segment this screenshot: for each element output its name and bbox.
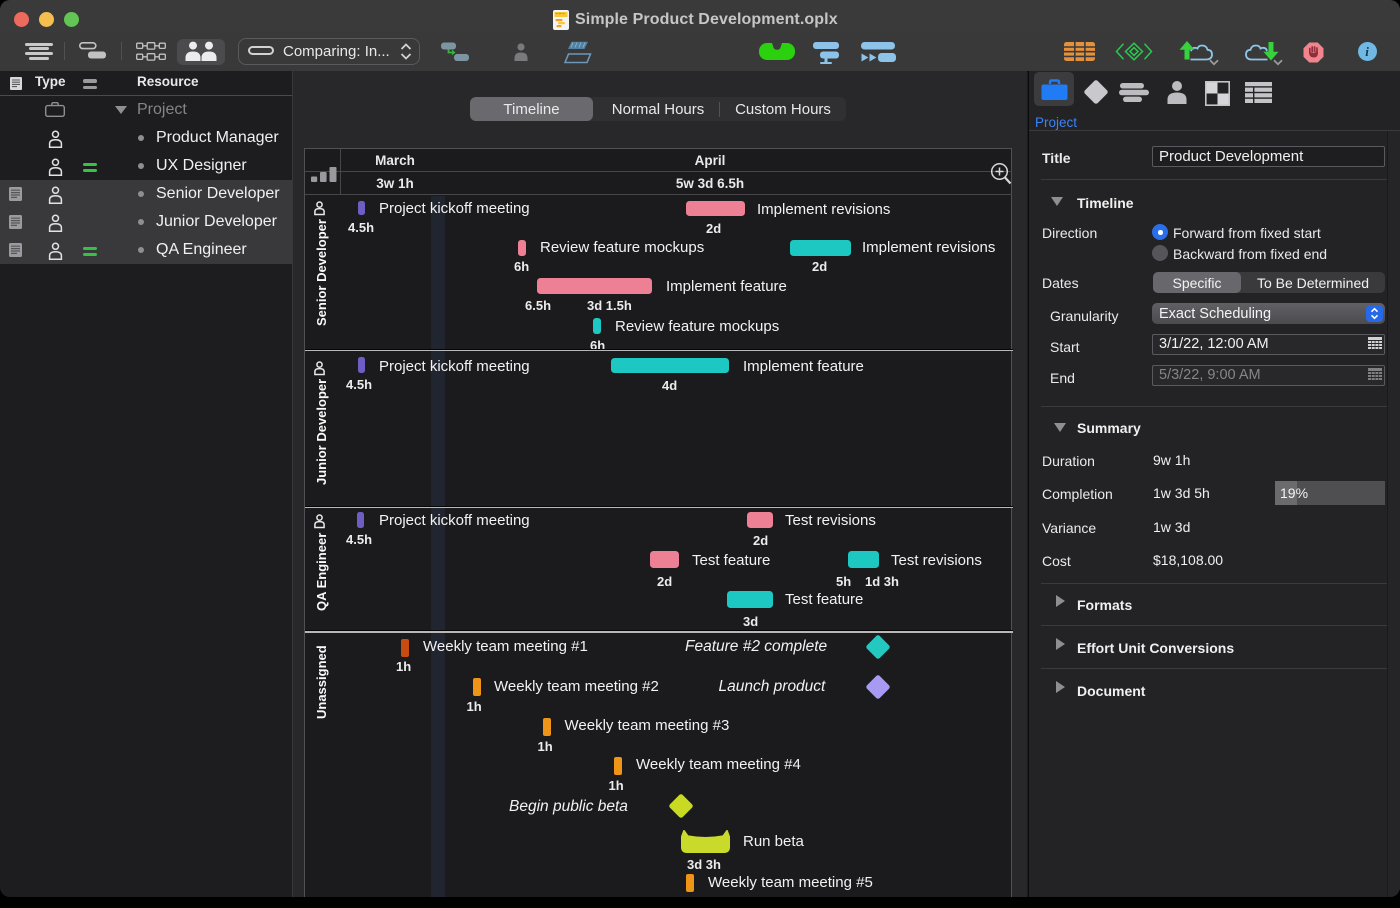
svg-text:i: i — [1365, 44, 1369, 59]
